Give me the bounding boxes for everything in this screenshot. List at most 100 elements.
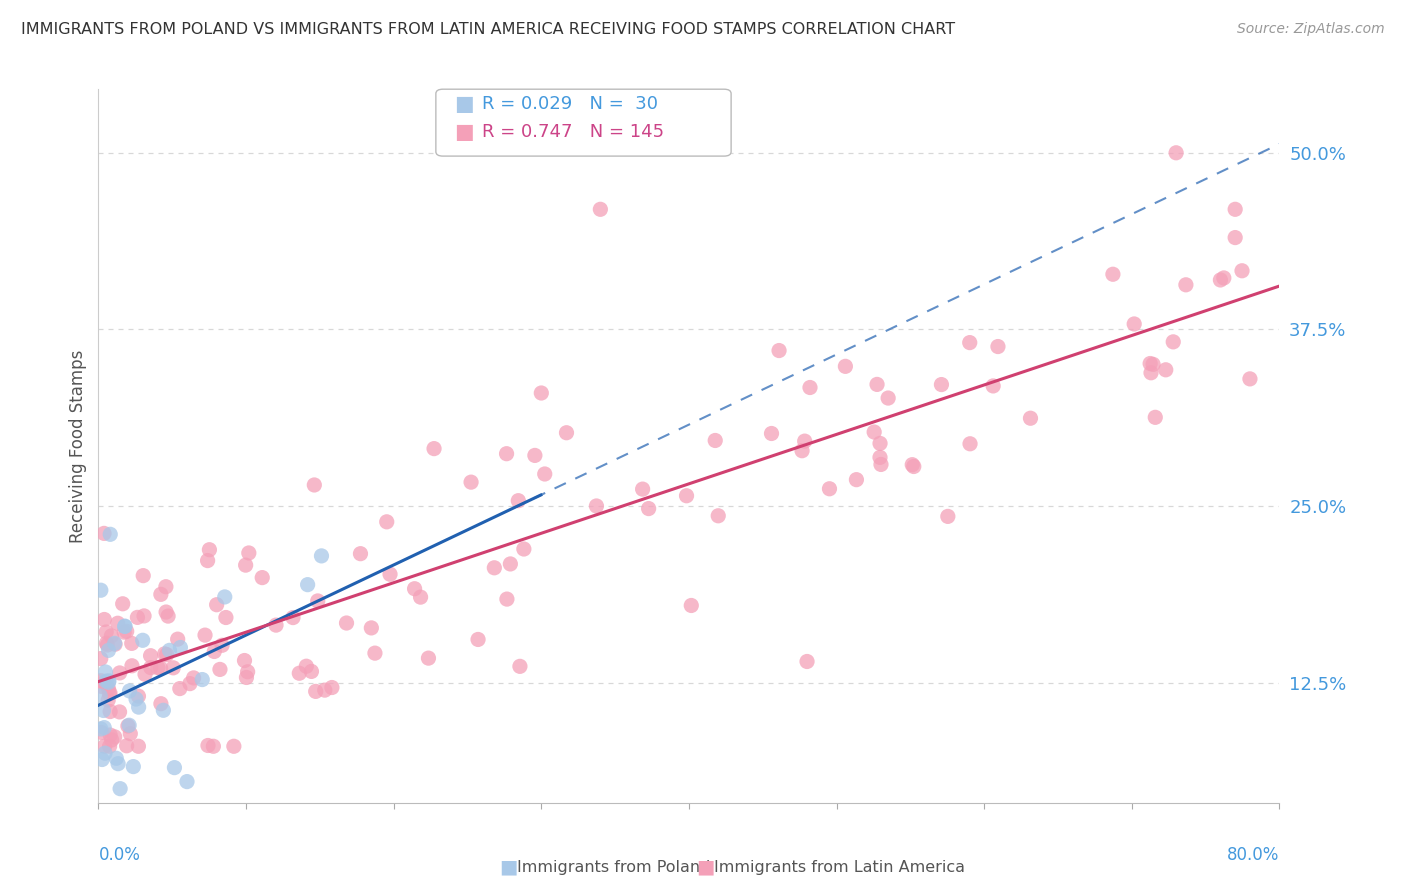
Point [496, 592, 519, 607]
Point [236, 665, 259, 679]
Point [1230, 264, 1253, 278]
Point [304, 478, 326, 492]
Point [1225, 230, 1247, 244]
Point [870, 458, 893, 472]
Point [235, 670, 257, 684]
Point [796, 655, 818, 669]
Point [233, 654, 256, 668]
Point [98, 686, 121, 700]
Point [96, 638, 118, 652]
Point [533, 467, 555, 481]
Point [89, 689, 111, 703]
Text: IMMIGRANTS FROM POLAND VS IMMIGRANTS FROM LATIN AMERICA RECEIVING FOOD STAMPS CO: IMMIGRANTS FROM POLAND VS IMMIGRANTS FRO… [21, 22, 955, 37]
Point [90, 651, 112, 665]
Point [252, 571, 274, 585]
Point [98, 739, 121, 754]
Point [460, 475, 482, 490]
Point [215, 610, 238, 624]
Point [834, 359, 856, 374]
Point [90, 722, 112, 736]
Point [125, 692, 148, 706]
Point [404, 582, 426, 596]
Point [94, 665, 117, 679]
Point [637, 501, 659, 516]
Point [152, 703, 174, 717]
Point [281, 610, 304, 624]
Text: Source: ZipAtlas.com: Source: ZipAtlas.com [1237, 22, 1385, 37]
Point [818, 482, 841, 496]
Point [484, 561, 506, 575]
Point [222, 739, 245, 754]
Point [311, 549, 333, 563]
Point [1102, 267, 1125, 281]
Point [901, 458, 924, 472]
Point [127, 610, 149, 624]
Point [104, 636, 127, 650]
Point [121, 658, 143, 673]
Point [96, 625, 118, 640]
Point [96, 636, 118, 650]
Point [156, 648, 179, 662]
Point [93, 675, 115, 690]
Point [122, 759, 145, 773]
Point [214, 590, 236, 604]
Point [118, 684, 141, 698]
Point [107, 616, 129, 631]
Text: ■: ■ [454, 122, 474, 142]
Point [418, 651, 440, 665]
Point [93, 739, 115, 754]
Point [235, 558, 257, 573]
Point [903, 459, 925, 474]
Text: ■: ■ [696, 857, 714, 877]
Point [513, 541, 536, 556]
Point [1144, 410, 1167, 425]
Point [94, 746, 117, 760]
Point [1239, 372, 1261, 386]
Point [264, 618, 287, 632]
Point [153, 647, 176, 661]
Point [115, 739, 138, 753]
Point [530, 386, 553, 401]
Point [768, 343, 790, 358]
Point [335, 615, 357, 630]
Point [364, 646, 387, 660]
Point [94, 674, 117, 689]
Point [869, 436, 891, 450]
Point [1174, 277, 1197, 292]
Point [288, 666, 311, 681]
Point [1209, 273, 1232, 287]
Point [378, 567, 401, 582]
Point [93, 721, 115, 735]
Point [1142, 357, 1164, 371]
Point [127, 739, 149, 754]
Point [111, 597, 134, 611]
Point [305, 684, 328, 698]
Point [799, 380, 821, 394]
Point [707, 508, 730, 523]
Point [139, 660, 162, 674]
Point [108, 781, 131, 796]
Point [166, 632, 188, 647]
Point [987, 340, 1010, 354]
Point [869, 450, 891, 465]
Point [297, 577, 319, 591]
Text: Immigrants from Latin America: Immigrants from Latin America [714, 860, 966, 874]
Point [1140, 366, 1163, 380]
Point [931, 377, 953, 392]
Point [108, 705, 131, 719]
Point [93, 703, 115, 717]
Point [1161, 334, 1184, 349]
Point [118, 718, 141, 732]
Point [467, 632, 489, 647]
Point [155, 605, 177, 619]
Point [197, 553, 219, 567]
Point [155, 580, 177, 594]
Point [208, 662, 231, 676]
Point [108, 665, 131, 680]
Point [508, 493, 530, 508]
Text: R = 0.747   N = 145: R = 0.747 N = 145 [482, 123, 665, 141]
Point [205, 598, 228, 612]
Point [104, 730, 127, 744]
Point [112, 625, 135, 640]
Point [409, 590, 432, 604]
